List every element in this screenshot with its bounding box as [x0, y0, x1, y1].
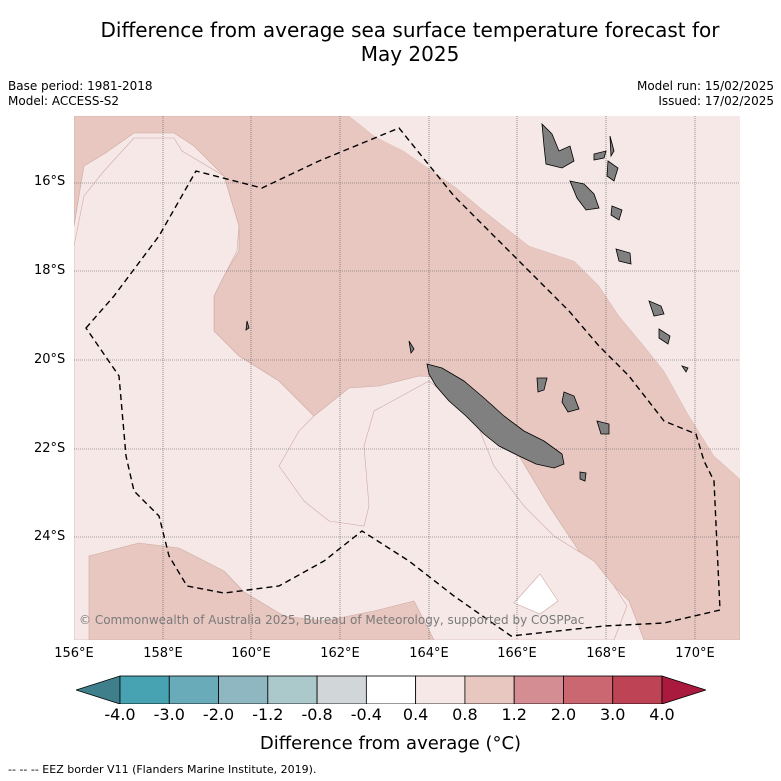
- base-period: Base period: 1981-2018: [8, 79, 153, 93]
- lon-label-160e: 160°E: [231, 646, 271, 661]
- colorbar-segment: [316, 675, 367, 705]
- meta-right: Model run: 15/02/2025 Issued: 17/02/2025: [637, 79, 774, 109]
- colorbar-extend-low: [74, 675, 121, 705]
- anomaly-band-mid-sw: [88, 542, 435, 640]
- colorbar-segment: [563, 675, 614, 705]
- lon-label-164e: 164°E: [409, 646, 449, 661]
- small-island-1: [245, 320, 250, 331]
- issued-date: Issued: 17/02/2025: [658, 94, 774, 108]
- colorbar-title: Difference from average (°C): [259, 733, 522, 754]
- sst-anomaly-map: [74, 116, 740, 640]
- colorbar-tick-label: -0.8: [301, 705, 333, 724]
- colorbar-segment: [612, 675, 663, 705]
- chart-title: Difference from average sea surface temp…: [40, 18, 780, 66]
- colorbar-segment: [168, 675, 219, 705]
- colorbar-tick-label: 2.0: [550, 705, 577, 724]
- vanuatu-land-9: [658, 328, 671, 345]
- colorbar-extend-high: [661, 675, 708, 705]
- land-masses: [245, 122, 689, 482]
- eez-legend: -- -- -- EEZ border V11 (Flanders Marine…: [8, 763, 317, 776]
- graticule: [74, 116, 740, 640]
- eez-border: [85, 127, 721, 637]
- lon-label-156e: 156°E: [54, 646, 94, 661]
- vanuatu-land-7: [615, 248, 632, 265]
- lat-label-16s: 16°S: [34, 174, 66, 189]
- colorbar-segment: [415, 675, 466, 705]
- colorbar: [74, 672, 708, 708]
- anomaly-band-light-sw: [74, 137, 628, 640]
- colorbar-tick-label: -0.4: [350, 705, 382, 724]
- colorbar-tick-label: -3.0: [153, 705, 185, 724]
- loyalty-land-2: [561, 391, 580, 413]
- lon-label-168e: 168°E: [586, 646, 626, 661]
- loyalty-land-3: [596, 420, 610, 435]
- colorbar-segment: [513, 675, 564, 705]
- colorbar-segment: [365, 675, 417, 705]
- vanuatu-land-10: [681, 365, 689, 373]
- vanuatu-land-4: [609, 135, 615, 158]
- colorbar-segment: [218, 675, 269, 705]
- colorbar-tick-label: 0.4: [402, 705, 429, 724]
- lat-label-22s: 22°S: [34, 441, 66, 456]
- colorbar-tick-label: 0.8: [452, 705, 478, 724]
- copyright-text: © Commonwealth of Australia 2025, Bureau…: [79, 613, 585, 627]
- colorbar-segment: [464, 675, 515, 705]
- vanuatu-land-6: [610, 205, 623, 221]
- vanuatu-land-2: [569, 180, 600, 211]
- vanuatu-land-5: [606, 160, 619, 182]
- vanuatu-land-3: [593, 150, 607, 161]
- lon-label-166e: 166°E: [497, 646, 537, 661]
- title-line-2: May 2025: [360, 42, 460, 66]
- anomaly-band-white: [513, 573, 559, 615]
- vanuatu-land-1: [541, 122, 575, 169]
- colorbar-tick-label: -4.0: [104, 705, 136, 724]
- lon-label-162e: 162°E: [320, 646, 360, 661]
- isle-of-pines: [579, 471, 587, 482]
- colorbar-segment: [267, 675, 318, 705]
- colorbar-tick-label: -1.2: [252, 705, 284, 724]
- lat-label-24s: 24°S: [34, 529, 66, 544]
- title-line-1: Difference from average sea surface temp…: [100, 18, 720, 42]
- lat-label-20s: 20°S: [34, 352, 66, 367]
- loyalty-land-1: [536, 377, 548, 393]
- colorbar-segment: [119, 675, 170, 705]
- colorbar-tick-label: 3.0: [599, 705, 626, 724]
- meta-left: Base period: 1981-2018 Model: ACCESS-S2: [8, 79, 153, 109]
- colorbar-tick-label: 4.0: [649, 705, 675, 724]
- new-caledonia-land: [426, 363, 565, 469]
- colorbar-tick-label: -2.0: [202, 705, 235, 724]
- lon-label-158e: 158°E: [143, 646, 183, 661]
- lon-label-170e: 170°E: [675, 646, 715, 661]
- colorbar-tick-label: 1.2: [501, 705, 527, 724]
- anomaly-band-light-ne: [349, 116, 740, 479]
- small-island-2: [408, 340, 415, 354]
- vanuatu-land-8: [648, 300, 665, 317]
- model-run: Model run: 15/02/2025: [636, 79, 774, 93]
- lat-label-18s: 18°S: [34, 263, 66, 278]
- model-name: Model: ACCESS-S2: [8, 94, 120, 108]
